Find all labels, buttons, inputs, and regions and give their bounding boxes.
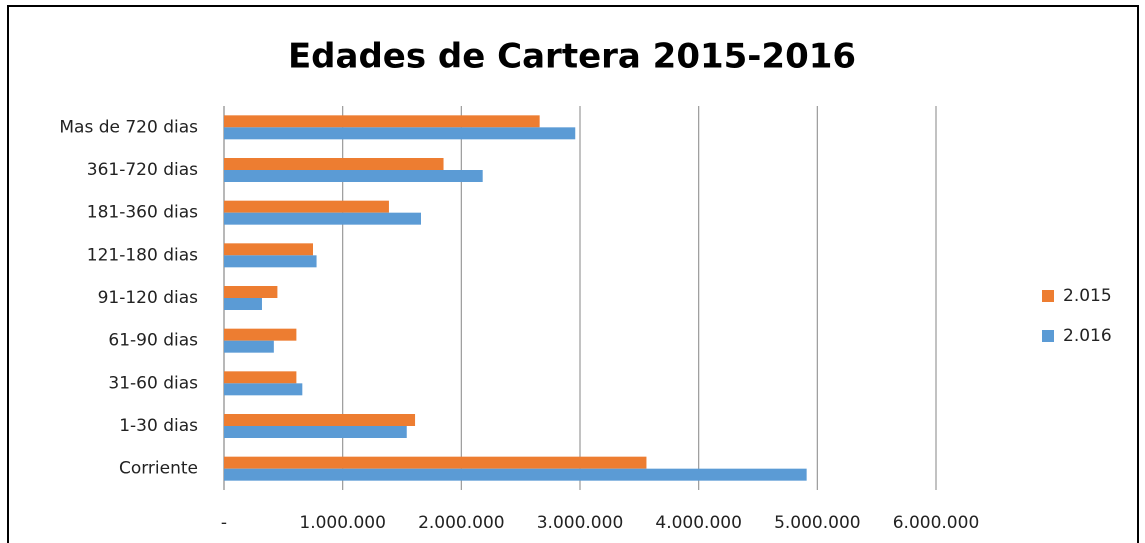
bar	[224, 340, 274, 353]
bar	[224, 127, 576, 140]
bar	[224, 170, 483, 182]
y-tick-label: 1-30 dias	[119, 416, 198, 436]
bar	[224, 200, 389, 213]
legend-swatch	[1042, 330, 1054, 342]
x-tick-label: 2.000.000	[418, 513, 505, 533]
bar	[224, 414, 416, 426]
x-tick-label: 6.000.000	[893, 513, 980, 533]
bar	[224, 255, 317, 268]
legend-label: 2.015	[1063, 286, 1112, 306]
y-tick-label: 121-180 dias	[87, 245, 198, 265]
bar	[224, 158, 444, 170]
bar	[224, 286, 278, 298]
bar	[224, 468, 807, 481]
bar	[224, 212, 421, 225]
y-tick-label: 91-120 dias	[98, 288, 199, 308]
y-tick-label: Corriente	[119, 459, 198, 479]
bar	[224, 371, 297, 384]
x-tick-label: 1.000.000	[299, 513, 386, 533]
y-tick-label: 361-720 dias	[87, 160, 198, 180]
bar	[224, 298, 262, 310]
x-tick-label: 3.000.000	[537, 513, 624, 533]
y-tick-label: 61-90 dias	[108, 331, 198, 351]
chart-frame	[7, 5, 1139, 543]
legend-label: 2.016	[1063, 326, 1112, 346]
x-tick-label: -	[221, 513, 227, 533]
y-tick-label: Mas de 720 dias	[59, 117, 198, 137]
x-tick-label: 5.000.000	[774, 513, 861, 533]
bar	[224, 383, 303, 396]
y-tick-label: 31-60 dias	[108, 373, 198, 393]
bar	[224, 115, 540, 128]
chart-title: Edades de Cartera 2015-2016	[288, 37, 856, 77]
x-tick-label: 4.000.000	[655, 513, 742, 533]
bar	[224, 243, 313, 256]
bar	[224, 456, 647, 469]
y-tick-label: 181-360 dias	[87, 203, 198, 223]
bar	[224, 426, 407, 438]
bar	[224, 328, 297, 341]
legend-swatch	[1042, 290, 1054, 302]
